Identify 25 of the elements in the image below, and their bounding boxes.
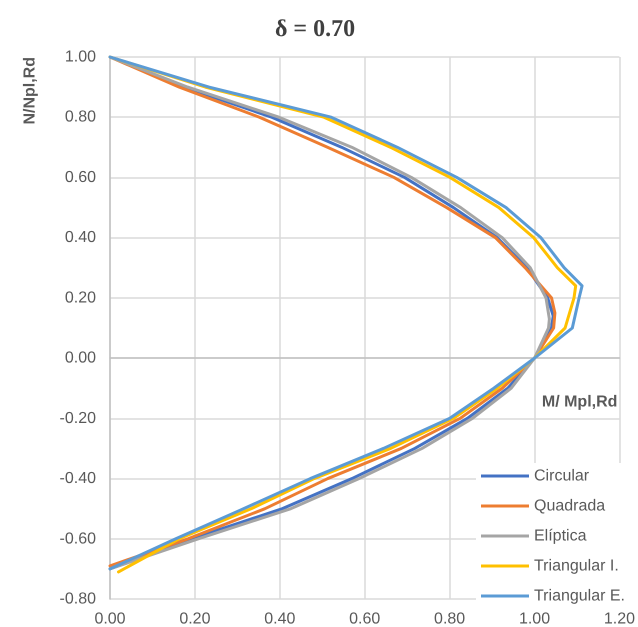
legend-label: Quadrada: [534, 498, 606, 514]
y-tick-label: -0.80: [60, 590, 96, 608]
x-axis-title: M/ Mpl,Rd: [542, 394, 618, 411]
y-tick-label: -0.40: [60, 470, 96, 488]
x-tick-label: 0.80: [434, 610, 466, 627]
x-tick-label: 1.20: [604, 610, 636, 627]
legend-label: Elíptica: [534, 528, 587, 544]
legend-label: Triangular E.: [534, 588, 625, 604]
legend-label: Circular: [534, 468, 590, 484]
y-tick-label: 0.60: [64, 168, 96, 186]
x-tick-label: 0.40: [264, 610, 296, 627]
legend-label: Triangular I.: [534, 558, 619, 574]
y-tick-label: 0.00: [64, 350, 96, 367]
chart-title: δ = 0.70: [274, 16, 356, 42]
y-tick-label: 0.20: [64, 289, 96, 306]
x-tick-label: 0.00: [94, 610, 126, 627]
y-tick-label: 1.00: [64, 48, 96, 66]
y-axis-title: N/Npl,Rd: [22, 57, 38, 125]
y-tick-label: 0.80: [64, 108, 96, 126]
x-tick-label: 0.20: [179, 610, 211, 627]
x-tick-label: 0.60: [349, 610, 380, 627]
y-tick-label: -0.20: [60, 410, 96, 427]
x-tick-label: 1.00: [518, 610, 550, 627]
y-tick-label: -0.60: [60, 530, 96, 548]
y-tick-label: 0.40: [64, 229, 96, 246]
